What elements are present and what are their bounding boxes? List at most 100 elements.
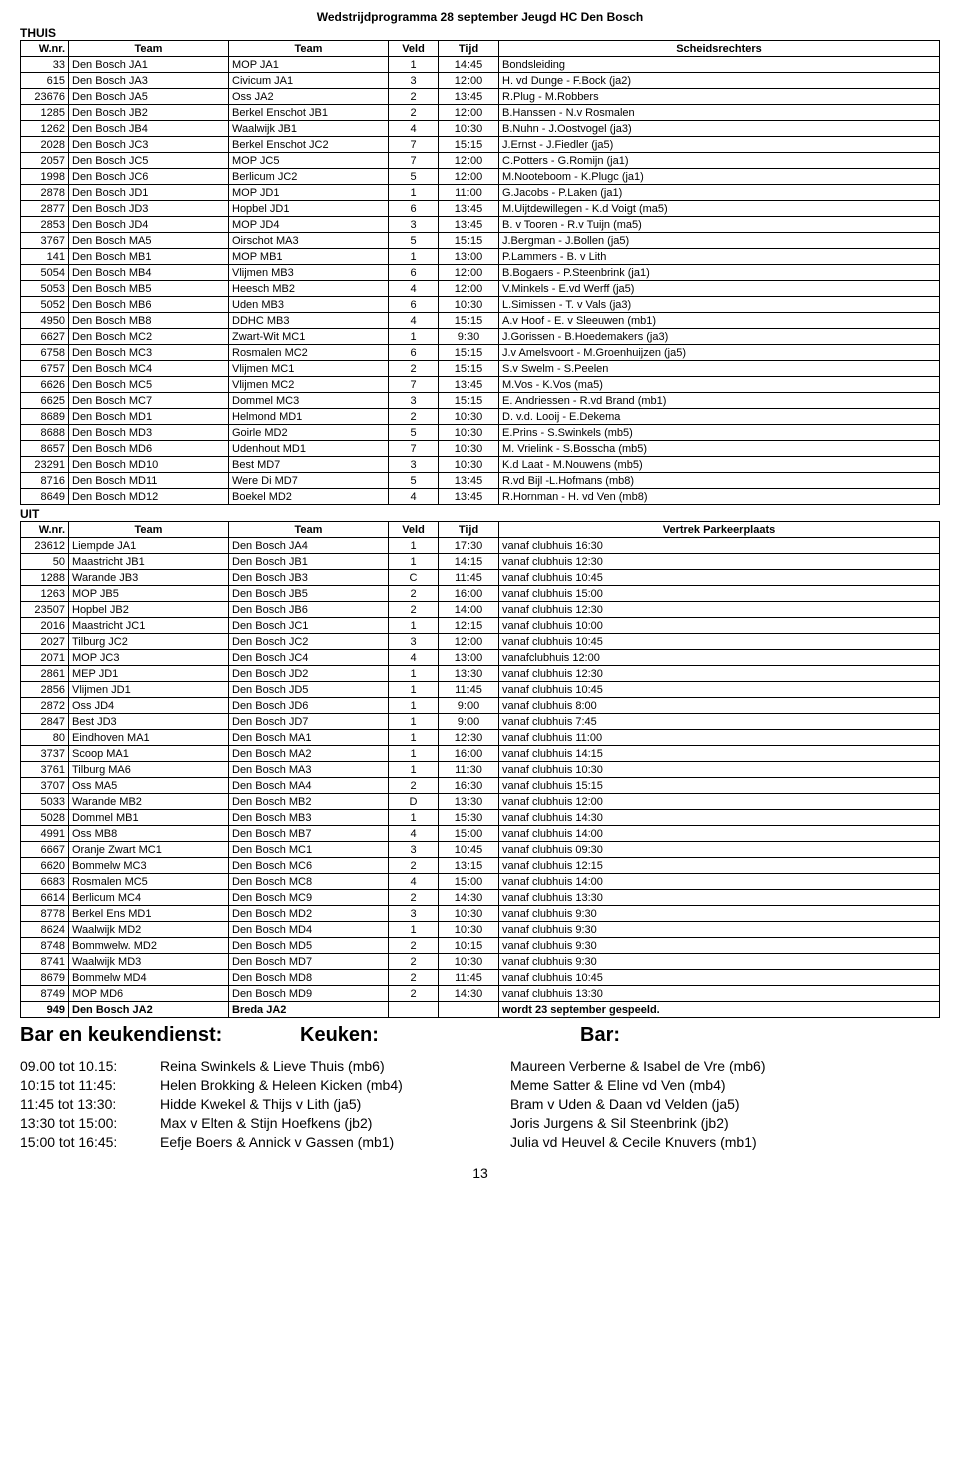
cell: D. v.d. Looij - E.Dekema (499, 409, 940, 425)
table-row: 23676Den Bosch JA5Oss JA2213:45R.Plug - … (21, 89, 940, 105)
cell: 5 (389, 233, 439, 249)
cell: 12:00 (439, 73, 499, 89)
cell: Den Bosch MD8 (229, 970, 389, 986)
cell: MOP JA1 (229, 57, 389, 73)
cell: Waalwijk MD3 (69, 954, 229, 970)
cell: 3767 (21, 233, 69, 249)
cell: 2872 (21, 698, 69, 714)
cell: 5 (389, 169, 439, 185)
cell: Den Bosch MC8 (229, 874, 389, 890)
cell: 14:45 (439, 57, 499, 73)
cell: Den Bosch JD2 (229, 666, 389, 682)
cell: 5054 (21, 265, 69, 281)
cell: 13:30 (439, 794, 499, 810)
cell: 13:15 (439, 858, 499, 874)
cell: 615 (21, 73, 69, 89)
cell: Den Bosch MC5 (69, 377, 229, 393)
keuken-label: Keuken: (300, 1024, 580, 1047)
table-row: 5052Den Bosch MB6Uden MB3610:30L.Simisse… (21, 297, 940, 313)
cell: Den Bosch MC9 (229, 890, 389, 906)
cell: 1 (389, 666, 439, 682)
cell: 16:00 (439, 746, 499, 762)
cell: vanaf clubhuis 16:30 (499, 538, 940, 554)
bar-label: Bar: (580, 1024, 620, 1047)
cell: 5033 (21, 794, 69, 810)
cell: Den Bosch MB5 (69, 281, 229, 297)
cell: 8688 (21, 425, 69, 441)
table-row: 2861MEP JD1Den Bosch JD2113:30vanaf club… (21, 666, 940, 682)
table-row: 615Den Bosch JA3Civicum JA1312:00H. vd D… (21, 73, 940, 89)
table-row: 8716Den Bosch MD11Were Di MD7513:45R.vd … (21, 473, 940, 489)
cell: 3 (389, 457, 439, 473)
cell: vanaf clubhuis 10:45 (499, 570, 940, 586)
cell: M.Nooteboom - K.Plugc (ja1) (499, 169, 940, 185)
cell: Berlicum JC2 (229, 169, 389, 185)
cell: 50 (21, 554, 69, 570)
th-veld: Veld (389, 522, 439, 538)
cell: 2 (389, 970, 439, 986)
cell: G.Jacobs - P.Laken (ja1) (499, 185, 940, 201)
cell: vanafclubhuis 12:00 (499, 650, 940, 666)
table-row: 23507Hopbel JB2Den Bosch JB6214:00vanaf … (21, 602, 940, 618)
cell: 15:00 (439, 874, 499, 890)
cell: 6 (389, 201, 439, 217)
table-row: 6620Bommelw MC3Den Bosch MC6213:15vanaf … (21, 858, 940, 874)
cell: 5028 (21, 810, 69, 826)
cell: Zwart-Wit MC1 (229, 329, 389, 345)
cell: 4950 (21, 313, 69, 329)
table-row: 6627Den Bosch MC2Zwart-Wit MC119:30J.Gor… (21, 329, 940, 345)
cell: Den Bosch JA3 (69, 73, 229, 89)
cell: vanaf clubhuis 14:00 (499, 826, 940, 842)
shift-cell: Hidde Kwekel & Thijs v Lith (ja5) (160, 1095, 510, 1114)
cell: 8741 (21, 954, 69, 970)
cell: Den Bosch JC4 (229, 650, 389, 666)
cell: J.Bergman - J.Bollen (ja5) (499, 233, 940, 249)
table-row: 1998Den Bosch JC6Berlicum JC2512:00M.Noo… (21, 169, 940, 185)
cell: 1 (389, 682, 439, 698)
cell: Udenhout MD1 (229, 441, 389, 457)
cell: 2853 (21, 217, 69, 233)
cell: 1 (389, 249, 439, 265)
cell: vanaf clubhuis 10:30 (499, 762, 940, 778)
cell: Boekel MD2 (229, 489, 389, 505)
table-row: 6757Den Bosch MC4Vlijmen MC1215:15S.v Sw… (21, 361, 940, 377)
cell: Best JD3 (69, 714, 229, 730)
cell: 11:30 (439, 762, 499, 778)
th-veld: Veld (389, 41, 439, 57)
cell: J.v Amelsvoort - M.Groenhuijzen (ja5) (499, 345, 940, 361)
cell: 2027 (21, 634, 69, 650)
cell: Oss MA5 (69, 778, 229, 794)
th-tijd: Tijd (439, 522, 499, 538)
cell: Den Bosch MD3 (69, 425, 229, 441)
cell: R.vd Bijl -L.Hofmans (mb8) (499, 473, 940, 489)
cell: 14:30 (439, 890, 499, 906)
cell: 3707 (21, 778, 69, 794)
cell: Den Bosch MD2 (229, 906, 389, 922)
cell: 13:00 (439, 249, 499, 265)
cell: 3 (389, 217, 439, 233)
table-row: 8649Den Bosch MD12Boekel MD2413:45R.Horn… (21, 489, 940, 505)
cell: Maastricht JC1 (69, 618, 229, 634)
cell: 12:00 (439, 105, 499, 121)
shift-cell: 10:15 tot 11:45: (20, 1076, 160, 1095)
cell: 13:30 (439, 666, 499, 682)
cell: vanaf clubhuis 10:00 (499, 618, 940, 634)
cell: 3737 (21, 746, 69, 762)
cell: 1288 (21, 570, 69, 586)
cell: L.Simissen - T. v Vals (ja3) (499, 297, 940, 313)
cell: 23507 (21, 602, 69, 618)
cell: MOP JD4 (229, 217, 389, 233)
cell: 13:45 (439, 89, 499, 105)
cell: vanaf clubhuis 15:15 (499, 778, 940, 794)
table-row: 4950Den Bosch MB8DDHC MB3415:15A.v Hoof … (21, 313, 940, 329)
cell: wordt 23 september gespeeld. (499, 1002, 940, 1018)
table-row: 8624Waalwijk MD2Den Bosch MD4110:30vanaf… (21, 922, 940, 938)
cell: Vlijmen JD1 (69, 682, 229, 698)
table-row: 5028Dommel MB1Den Bosch MB3115:30vanaf c… (21, 810, 940, 826)
cell: P.Lammers - B. v Lith (499, 249, 940, 265)
cell: MOP MB1 (229, 249, 389, 265)
cell: 8679 (21, 970, 69, 986)
cell: 1998 (21, 169, 69, 185)
cell: 4 (389, 826, 439, 842)
cell: 9:00 (439, 714, 499, 730)
